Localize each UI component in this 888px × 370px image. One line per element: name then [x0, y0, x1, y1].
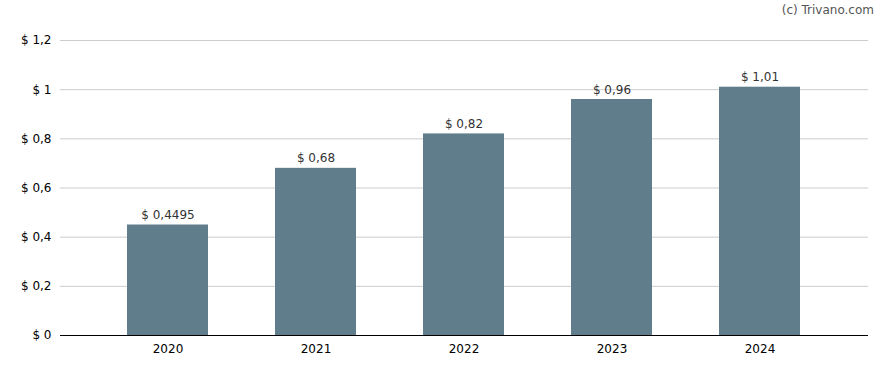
- svg-text:$ 0,4: $ 0,4: [21, 230, 52, 244]
- svg-text:$ 1,01: $ 1,01: [741, 70, 779, 84]
- svg-text:$ 0,68: $ 0,68: [297, 151, 335, 165]
- svg-text:2024: 2024: [745, 342, 776, 356]
- svg-text:$ 0,8: $ 0,8: [21, 132, 52, 146]
- svg-text:$ 0,4495: $ 0,4495: [141, 208, 194, 222]
- svg-text:2022: 2022: [449, 342, 480, 356]
- svg-text:$ 0: $ 0: [32, 328, 51, 342]
- html-text:(c) Trivano.com: (c) Trivano.com: [781, 3, 874, 17]
- svg-text:2023: 2023: [597, 342, 628, 356]
- svg-text:$ 0,2: $ 0,2: [21, 279, 52, 293]
- svg-text:$ 0,6: $ 0,6: [21, 181, 52, 195]
- svg-text:$ 0,82: $ 0,82: [445, 117, 483, 131]
- svg-text:$ 1,2: $ 1,2: [21, 33, 52, 47]
- svg-text:$ 1: $ 1: [32, 83, 51, 97]
- svg-text:$ 0,96: $ 0,96: [593, 83, 631, 97]
- svg-text:2021: 2021: [301, 342, 332, 356]
- svg-text:2020: 2020: [153, 342, 184, 356]
